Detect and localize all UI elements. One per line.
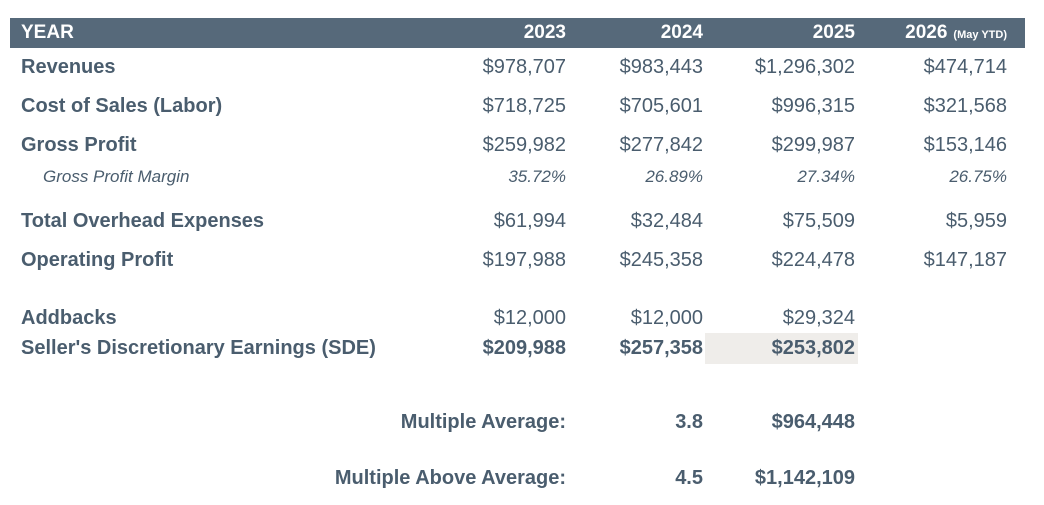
value-2025: $1,296,302: [754, 56, 855, 78]
ytd-note: (May YTD): [953, 29, 1007, 41]
value-2023: $209,988: [482, 337, 566, 359]
row-label: Revenues: [21, 56, 116, 78]
value-2024: $12,000: [630, 306, 703, 329]
value-2026: $147,187: [923, 249, 1007, 271]
revenues-row: Revenues $978,707 $983,443 $1,296,302 $4…: [10, 48, 1025, 87]
row-label: Total Overhead Expenses: [21, 210, 265, 232]
year-2026-header: 2026 (May YTD): [847, 18, 1007, 48]
spacer: [10, 442, 1025, 458]
value-2026: $5,959: [945, 210, 1007, 232]
value-2025: $75,509: [782, 210, 855, 232]
year-header: YEAR: [21, 22, 74, 43]
sde-row: Seller's Discretionary Earnings (SDE) $2…: [10, 333, 1025, 364]
value-2023: $61,994: [493, 210, 566, 232]
value-2024: $277,842: [619, 134, 703, 156]
value-2024: 26.89%: [645, 167, 703, 186]
row-label: Gross Profit Margin: [43, 167, 190, 186]
value-2023: $197,988: [482, 249, 566, 271]
multiple-average-label: Multiple Average:: [400, 410, 566, 433]
value-2024: $705,601: [619, 95, 703, 117]
gross-profit-margin-row: Gross Profit Margin 35.72% 26.89% 27.34%…: [10, 165, 1025, 189]
multiple-above-average-row: Multiple Above Average: 4.5 $1,142,109: [10, 458, 1025, 498]
year-2024-header: 2024: [660, 22, 703, 43]
value-2023: $12,000: [493, 306, 566, 329]
value-2024: $983,443: [619, 56, 703, 78]
spacer: [10, 189, 1025, 202]
row-label: Addbacks: [21, 306, 117, 329]
value-2025: $996,315: [771, 95, 855, 117]
value-2026: $153,146: [923, 134, 1007, 156]
row-label: Cost of Sales (Labor): [21, 95, 223, 117]
value-2024: $257,358: [619, 337, 703, 359]
addbacks-row: Addbacks $12,000 $12,000 $29,324: [10, 303, 1025, 333]
value-2025: 27.34%: [797, 167, 855, 186]
value-2026: $474,714: [923, 56, 1007, 78]
row-label: Gross Profit: [21, 134, 137, 156]
multiple-above-average-label: Multiple Above Average:: [334, 466, 566, 489]
row-label: Seller's Discretionary Earnings (SDE): [21, 337, 376, 359]
value-2025: $29,324: [782, 306, 855, 329]
gross-profit-row: Gross Profit $259,982 $277,842 $299,987 …: [10, 126, 1025, 165]
value-2025: $299,987: [771, 134, 855, 156]
value-2026: $321,568: [923, 95, 1007, 117]
value-2024: $32,484: [630, 210, 703, 232]
total-overhead-row: Total Overhead Expenses $61,994 $32,484 …: [10, 202, 1025, 241]
value-2025: $224,478: [771, 249, 855, 271]
multiple-average-value: $964,448: [771, 410, 855, 433]
value-2026: 26.75%: [949, 167, 1007, 186]
sde-2025-highlighted-value: $253,802: [705, 333, 858, 364]
multiple-average-row: Multiple Average: 3.8 $964,448: [10, 402, 1025, 442]
spacer: [10, 364, 1025, 402]
multiple-average-factor: 3.8: [675, 410, 703, 433]
operating-profit-row: Operating Profit $197,988 $245,358 $224,…: [10, 241, 1025, 280]
value-2023: $718,725: [482, 95, 566, 117]
cost-of-sales-row: Cost of Sales (Labor) $718,725 $705,601 …: [10, 87, 1025, 126]
header-row: YEAR 2023 2024 2025 2026 (May YTD): [10, 18, 1025, 48]
year-2023-header: 2023: [523, 22, 566, 43]
financial-summary-table: YEAR 2023 2024 2025 2026 (May YTD) Reven…: [10, 18, 1025, 498]
year-2026-label: 2026: [905, 22, 948, 43]
value-2023: $259,982: [482, 134, 566, 156]
value-2024: $245,358: [619, 249, 703, 271]
value-2023: 35.72%: [508, 167, 566, 186]
spacer: [10, 280, 1025, 303]
value-2023: $978,707: [482, 56, 566, 78]
multiple-above-average-factor: 4.5: [675, 466, 703, 489]
multiple-above-average-value: $1,142,109: [754, 466, 855, 489]
year-2025-header: 2025: [812, 22, 855, 43]
row-label: Operating Profit: [21, 249, 174, 271]
